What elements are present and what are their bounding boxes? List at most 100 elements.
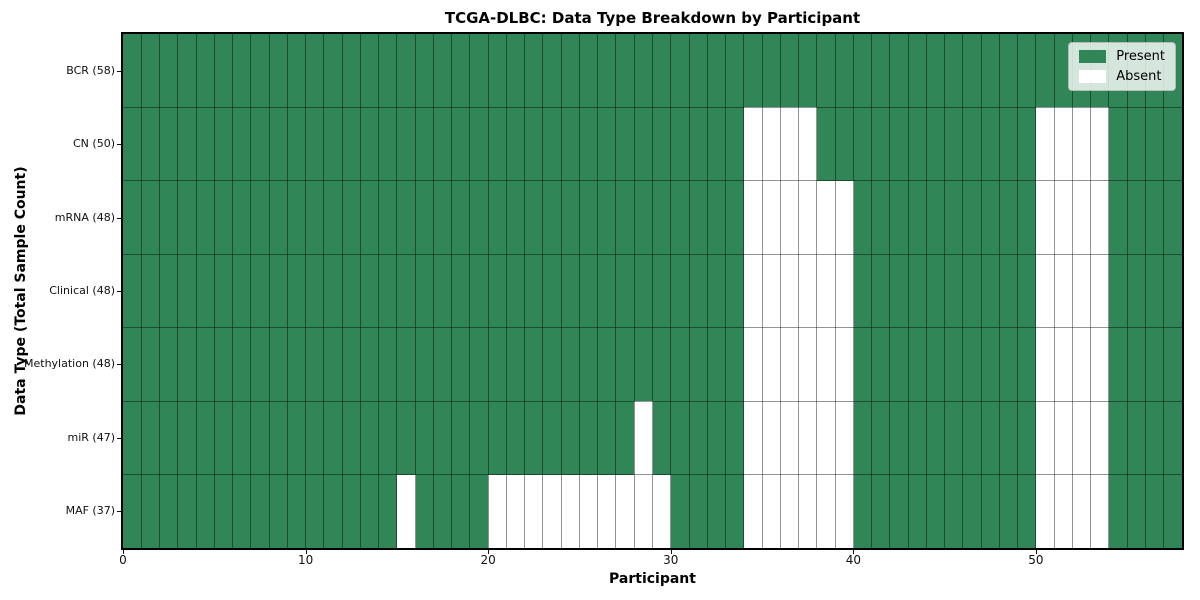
gridline-vertical xyxy=(432,34,434,548)
x-tick-mark xyxy=(488,550,490,554)
gridline-vertical xyxy=(505,34,507,548)
heatmap-cell-absent xyxy=(1090,107,1110,182)
heatmap-cell-absent xyxy=(780,180,800,255)
x-tick-label: 30 xyxy=(663,553,679,567)
heatmap-cell-absent xyxy=(1035,107,1055,182)
gridline-horizontal xyxy=(123,327,1182,329)
heatmap-cell-absent xyxy=(1072,327,1092,402)
y-tick-mark xyxy=(117,144,121,146)
gridline-vertical xyxy=(396,34,398,548)
gridline-vertical xyxy=(177,34,179,548)
heatmap-cell-absent xyxy=(396,474,416,549)
gridline-vertical xyxy=(1126,34,1128,548)
y-tick-mark xyxy=(117,217,121,219)
x-tick-label: 0 xyxy=(119,553,127,567)
legend-item-present: Present xyxy=(1079,50,1165,63)
heatmap-cell-absent xyxy=(1054,180,1073,255)
gridline-vertical xyxy=(268,34,270,548)
y-tick-mark xyxy=(117,437,121,439)
gridline-vertical xyxy=(652,34,653,548)
heatmap-cell-absent xyxy=(798,327,818,402)
gridline-vertical xyxy=(232,34,234,548)
y-tick-label: BCR (58) xyxy=(66,63,115,77)
heatmap-cell-absent xyxy=(1054,254,1073,329)
gridline-vertical xyxy=(597,34,599,548)
y-tick-label: mRNA (48) xyxy=(54,210,115,224)
heatmap-cell-absent xyxy=(1090,180,1110,255)
x-tick-mark xyxy=(853,550,855,554)
heatmap-cell-absent xyxy=(835,327,854,402)
gridline-vertical xyxy=(852,34,854,548)
gridline-horizontal xyxy=(123,400,1182,402)
heatmap-cell-absent xyxy=(780,107,800,182)
heatmap-cell-absent xyxy=(1035,327,1055,402)
gridline-vertical xyxy=(980,34,982,548)
x-tick-label: 40 xyxy=(845,553,861,567)
heatmap-cell-absent xyxy=(1090,327,1110,402)
gridline-vertical xyxy=(1144,34,1146,548)
heatmap-cell-absent xyxy=(597,474,617,549)
heatmap-cell-absent xyxy=(780,474,800,549)
y-tick-mark xyxy=(117,291,121,292)
heatmap-cell-absent xyxy=(1035,180,1055,255)
heatmap-cell-absent xyxy=(780,254,800,329)
heatmap-cell-absent xyxy=(1054,474,1073,549)
x-tick-label: 50 xyxy=(1028,553,1044,567)
heatmap-cell-absent xyxy=(798,107,818,182)
legend-item-absent: Absent xyxy=(1079,70,1165,83)
heatmap-cell-absent xyxy=(1072,254,1092,329)
gridline-vertical xyxy=(725,34,727,548)
heatmap-cell-absent xyxy=(762,180,781,255)
gridline-horizontal xyxy=(123,180,1182,182)
gridline-vertical xyxy=(1163,34,1165,548)
heatmap-cell-absent xyxy=(798,254,818,329)
heatmap-cell-absent xyxy=(816,474,836,549)
gridline-vertical xyxy=(871,34,873,548)
gridline-vertical xyxy=(834,34,836,548)
gridline-vertical xyxy=(323,34,325,548)
x-tick-mark xyxy=(123,550,124,554)
heatmap-cell-absent xyxy=(1090,474,1110,549)
y-tick-label: Clinical (48) xyxy=(49,284,115,297)
heatmap-cell-absent xyxy=(835,401,854,476)
gridline-vertical xyxy=(798,34,800,548)
heatmap-cell-absent xyxy=(780,327,800,402)
gridline-vertical xyxy=(743,34,745,548)
heatmap-cell-absent xyxy=(743,327,763,402)
heatmap-cell-absent xyxy=(835,254,854,329)
heatmap-cell-absent xyxy=(1072,107,1092,182)
heatmap-cell-absent xyxy=(542,474,562,549)
gridline-vertical xyxy=(1108,34,1110,548)
heatmap-cell-absent xyxy=(634,401,653,476)
heatmap-cell-absent xyxy=(561,474,580,549)
gridline-vertical xyxy=(578,34,580,548)
gridline-vertical xyxy=(487,34,489,548)
heatmap-cell-absent xyxy=(762,107,781,182)
heatmap-cell-absent xyxy=(1054,327,1073,402)
chart-title: TCGA-DLBC: Data Type Breakdown by Partic… xyxy=(444,9,861,27)
heatmap-cell-absent xyxy=(634,474,653,549)
gridline-vertical xyxy=(524,34,526,548)
gridline-vertical xyxy=(542,34,544,548)
gridline-vertical xyxy=(469,34,471,548)
gridline-vertical xyxy=(779,34,781,548)
gridline-vertical xyxy=(451,34,453,548)
legend-swatch-absent xyxy=(1079,70,1107,83)
heatmap-cell-absent xyxy=(615,474,635,549)
heatmap-cell-absent xyxy=(743,254,763,329)
gridline-vertical xyxy=(998,34,1000,548)
gridline-vertical xyxy=(615,34,617,548)
heatmap-cell-absent xyxy=(798,401,818,476)
heatmap-cell-absent xyxy=(835,474,854,549)
gridline-vertical xyxy=(341,34,343,548)
heatmap-cell-absent xyxy=(798,474,818,549)
gridline-horizontal xyxy=(123,253,1182,255)
gridline-vertical xyxy=(670,34,672,548)
heatmap-cell-absent xyxy=(1054,107,1073,182)
heatmap-cell-absent xyxy=(1072,401,1092,476)
heatmap-cell-absent xyxy=(1054,401,1073,476)
heatmap-cell-absent xyxy=(652,474,672,549)
gridline-vertical xyxy=(1017,34,1019,548)
gridline-vertical xyxy=(633,34,635,548)
heatmap-cell-absent xyxy=(762,401,781,476)
